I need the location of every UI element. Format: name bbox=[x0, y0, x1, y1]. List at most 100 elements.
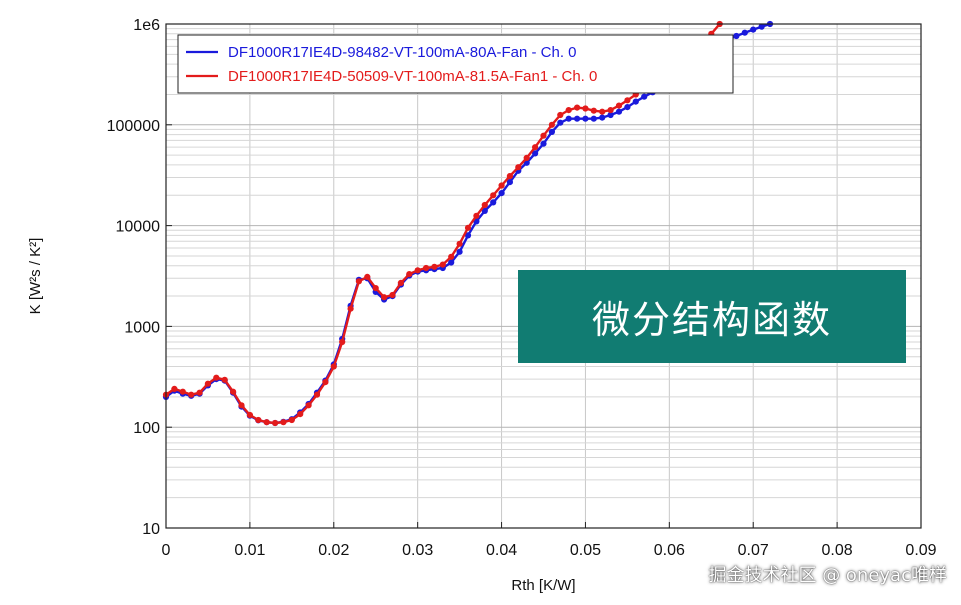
data-point bbox=[431, 263, 438, 270]
data-point bbox=[456, 248, 463, 255]
data-point bbox=[615, 108, 623, 115]
data-point bbox=[221, 376, 228, 383]
y-tick-label: 1000 bbox=[124, 319, 160, 336]
data-point bbox=[213, 374, 220, 381]
data-point bbox=[750, 26, 757, 33]
data-point bbox=[372, 285, 379, 292]
data-point bbox=[397, 279, 404, 286]
x-tick-label: 0.01 bbox=[234, 542, 265, 559]
data-point bbox=[305, 402, 312, 409]
data-point bbox=[196, 389, 203, 396]
data-point bbox=[355, 278, 362, 285]
data-point bbox=[548, 128, 556, 135]
data-point bbox=[582, 115, 589, 122]
data-point bbox=[263, 419, 270, 426]
data-point bbox=[288, 416, 295, 424]
data-point bbox=[615, 102, 623, 109]
data-point bbox=[574, 115, 581, 122]
data-point bbox=[565, 115, 572, 122]
data-point bbox=[481, 201, 488, 209]
data-point bbox=[532, 150, 539, 157]
data-point bbox=[389, 291, 396, 299]
data-point bbox=[758, 23, 765, 30]
data-point bbox=[448, 253, 455, 260]
data-point bbox=[515, 164, 522, 171]
data-point bbox=[255, 416, 262, 424]
data-point bbox=[607, 111, 614, 119]
data-point bbox=[456, 240, 463, 247]
y-tick-label: 1e6 bbox=[133, 17, 160, 34]
y-tick-label: 10 bbox=[142, 521, 160, 538]
data-point bbox=[297, 411, 304, 418]
data-point bbox=[641, 93, 648, 100]
data-point bbox=[238, 402, 245, 409]
data-point bbox=[481, 207, 488, 214]
data-point bbox=[313, 391, 321, 398]
data-point bbox=[733, 32, 740, 40]
y-axis-label: K [W²s / K²] bbox=[27, 238, 44, 315]
data-point bbox=[607, 107, 614, 114]
data-point bbox=[523, 154, 530, 161]
data-point bbox=[574, 104, 581, 111]
data-point bbox=[381, 294, 388, 301]
data-point bbox=[490, 192, 497, 199]
data-point bbox=[624, 104, 631, 111]
data-point bbox=[632, 98, 639, 105]
x-tick-label: 0.04 bbox=[486, 542, 517, 559]
data-point bbox=[532, 144, 539, 151]
data-point bbox=[339, 338, 346, 346]
x-axis-label: Rth [K/W] bbox=[511, 577, 575, 594]
data-point bbox=[599, 108, 606, 115]
data-point bbox=[188, 391, 195, 398]
data-point bbox=[557, 119, 564, 126]
legend-entry-2: DF1000R17IE4D-50509-VT-100mA-81.5A-Fan1 … bbox=[228, 68, 597, 85]
data-point bbox=[540, 140, 547, 147]
x-tick-label: 0.03 bbox=[402, 542, 433, 559]
data-point bbox=[490, 199, 497, 206]
title-banner: 微分结构函数 bbox=[518, 270, 906, 363]
data-point bbox=[246, 411, 253, 419]
x-tick-label: 0.05 bbox=[570, 542, 601, 559]
data-point bbox=[540, 132, 547, 139]
x-axis: 0 0.01 0.02 0.03 0.04 0.05 0.06 0.07 0.08 0.09 bbox=[162, 522, 937, 559]
plot-frame bbox=[165, 23, 922, 529]
data-point bbox=[599, 114, 606, 121]
x-tick-label: 0.08 bbox=[822, 542, 853, 559]
watermark: 掘金技术社区 @ oneyac唯样 bbox=[708, 565, 947, 586]
data-point bbox=[506, 179, 513, 186]
x-tick-label: 0.02 bbox=[318, 542, 349, 559]
y-tick-label: 100000 bbox=[107, 118, 160, 135]
data-point bbox=[506, 173, 513, 180]
data-point bbox=[322, 379, 329, 386]
y-tick-label: 10000 bbox=[116, 219, 161, 236]
x-tick-label: 0.06 bbox=[654, 542, 685, 559]
x-tick-label: 0.07 bbox=[738, 542, 769, 559]
data-point bbox=[498, 182, 505, 189]
data-point bbox=[548, 121, 556, 128]
data-point bbox=[590, 115, 597, 122]
data-point bbox=[473, 212, 480, 219]
data-point bbox=[414, 267, 421, 274]
data-point bbox=[439, 261, 446, 268]
data-point bbox=[204, 380, 211, 387]
data-point bbox=[464, 224, 472, 231]
data-point bbox=[280, 419, 287, 426]
data-point bbox=[179, 388, 186, 395]
x-tick-label: 0.09 bbox=[905, 542, 936, 559]
legend-box bbox=[177, 34, 734, 94]
data-point bbox=[423, 264, 430, 272]
x-tick-label: 0 bbox=[162, 542, 171, 559]
data-point bbox=[741, 29, 748, 36]
data-point bbox=[448, 259, 455, 266]
data-point bbox=[406, 271, 413, 278]
data-point bbox=[464, 232, 472, 239]
data-point bbox=[272, 419, 279, 427]
legend: DF1000R17IE4D-98482-VT-100mA-80A-Fan - C… bbox=[177, 34, 734, 94]
data-point bbox=[590, 107, 597, 114]
y-tick-label: 100 bbox=[133, 420, 160, 437]
legend-entry-1: DF1000R17IE4D-98482-VT-100mA-80A-Fan - C… bbox=[228, 44, 577, 61]
data-point bbox=[565, 107, 572, 114]
data-point bbox=[582, 105, 589, 112]
data-point bbox=[171, 385, 178, 392]
